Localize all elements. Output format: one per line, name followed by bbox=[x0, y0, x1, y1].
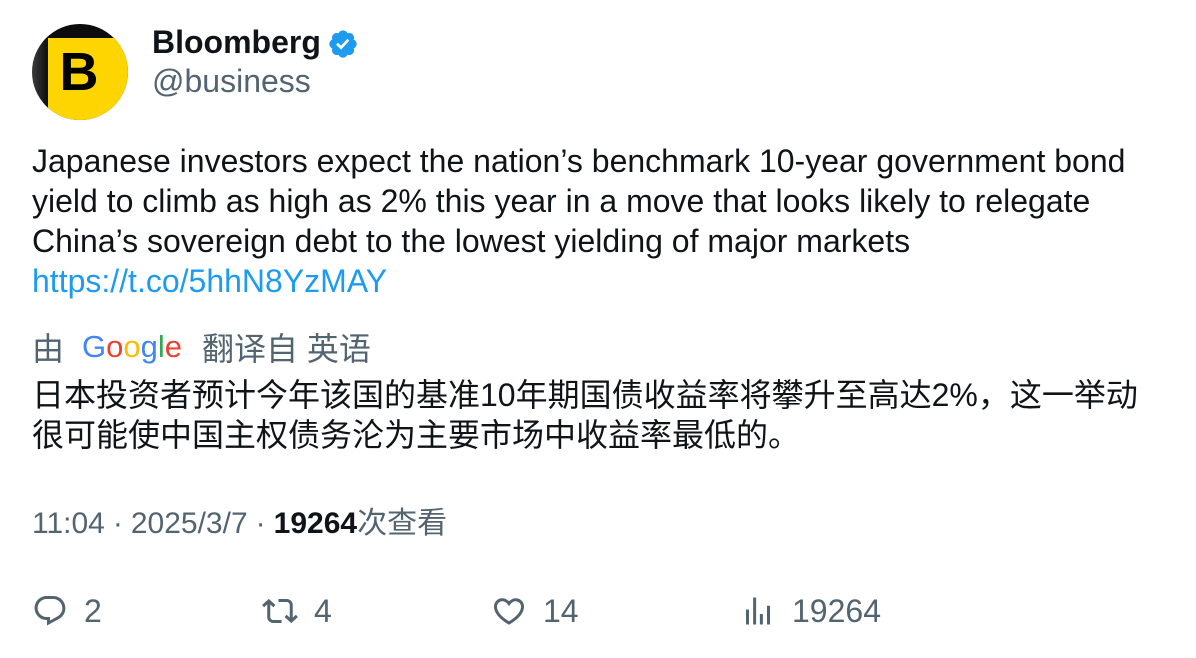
author-name[interactable]: Bloomberg bbox=[152, 24, 321, 60]
tweet-text-line: yield to climb as high as 2% this year i… bbox=[32, 183, 1091, 219]
google-logo-letter: o bbox=[123, 329, 141, 364]
tweet-text-line: Japanese investors expect the nation’s b… bbox=[32, 143, 1126, 179]
heart-icon-shape bbox=[493, 598, 525, 625]
reply-icon[interactable] bbox=[32, 593, 68, 629]
views-action-count: 19264 bbox=[792, 593, 881, 629]
translation-prefix: 由 bbox=[32, 331, 65, 367]
views-count: 19264 bbox=[273, 507, 358, 540]
avatar[interactable]: B bbox=[32, 24, 128, 120]
google-logo-letter: l bbox=[157, 329, 165, 364]
heart-icon[interactable] bbox=[491, 593, 527, 629]
retweet-icon-shape bbox=[262, 598, 298, 624]
tweet-text: Japanese investors expect the nation’s b… bbox=[32, 141, 1172, 301]
views-button[interactable]: 19264 bbox=[740, 593, 881, 629]
google-logo-letter: o bbox=[106, 329, 124, 364]
analytics-icon-shape bbox=[746, 597, 770, 625]
retweet-icon[interactable] bbox=[262, 593, 298, 629]
translation-source-language[interactable]: 翻译自 英语 bbox=[202, 331, 371, 367]
translated-text-line: 日本投资者预计今年该国的基准10年期国债收益率将攀升至高达2%，这一举动 bbox=[32, 377, 1138, 413]
tweet-meta: 11:04 · 2025/3/7 · 19264次查看 bbox=[32, 504, 447, 544]
reply-icon-shape bbox=[34, 596, 66, 626]
google-logo-letter: e bbox=[164, 329, 183, 364]
retweet-button[interactable]: 4 bbox=[262, 593, 332, 629]
verified-badge-shape bbox=[329, 30, 357, 58]
translated-text-line: 很可能使中国主权债务沦为主要市场中收益率最低的。 bbox=[32, 417, 801, 453]
avatar-yellow-block bbox=[48, 38, 128, 120]
author-handle[interactable]: @business bbox=[152, 63, 311, 99]
tweet-time[interactable]: 11:04 bbox=[32, 507, 105, 540]
analytics-icon[interactable] bbox=[740, 593, 776, 629]
tweet-link[interactable]: https://t.co/5hhN8YzMAY bbox=[32, 263, 388, 299]
like-button[interactable]: 14 bbox=[491, 593, 579, 629]
google-logo: Google bbox=[82, 327, 182, 367]
views-label: 次查看 bbox=[357, 507, 448, 540]
author-name-row: Bloomberg bbox=[152, 22, 359, 62]
reply-button[interactable]: 2 bbox=[32, 593, 102, 629]
tweet-text-line: China’s sovereign debt to the lowest yie… bbox=[32, 223, 911, 259]
retweet-count: 4 bbox=[314, 593, 332, 629]
translated-text: 日本投资者预计今年该国的基准10年期国债收益率将攀升至高达2%，这一举动 很可能… bbox=[32, 375, 1182, 455]
meta-separator: · bbox=[112, 507, 123, 540]
google-logo-letter: g bbox=[140, 329, 158, 364]
meta-separator: · bbox=[255, 507, 266, 540]
avatar-logo-letter: B bbox=[59, 42, 99, 102]
tweet-date[interactable]: 2025/3/7 bbox=[130, 507, 248, 540]
translation-attribution: 由 Google 翻译自 英语 bbox=[32, 327, 1172, 367]
reply-count: 2 bbox=[84, 593, 102, 629]
verified-badge-icon[interactable] bbox=[327, 28, 359, 60]
like-count: 14 bbox=[543, 593, 579, 629]
google-logo-letter: G bbox=[82, 329, 107, 364]
